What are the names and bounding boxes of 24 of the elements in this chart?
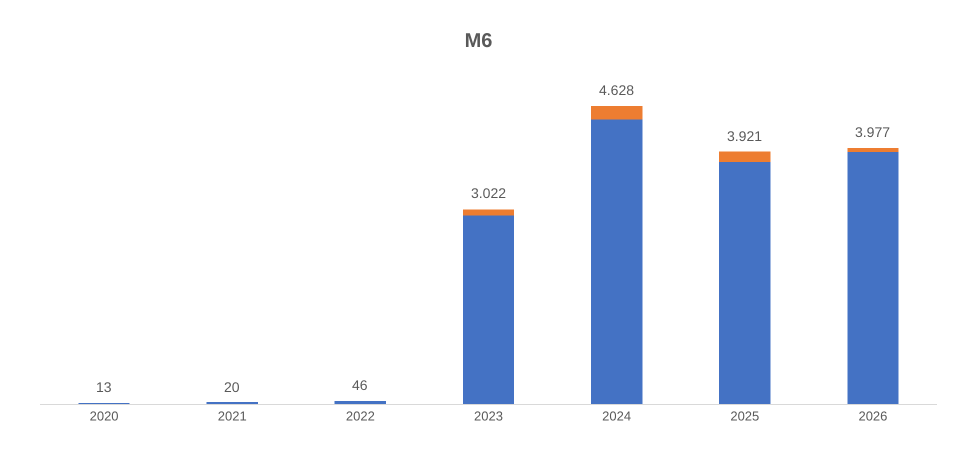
annotation: 3.921 [727,128,762,144]
x-tick-label: 2024 [602,408,632,424]
bar [719,152,770,162]
x-tick-label: 2020 [90,408,119,424]
annotation: 4.628 [599,82,634,98]
x-tick-label: 2025 [730,408,760,424]
bar [847,148,899,152]
x-tick-label: 2021 [218,408,247,424]
bar [462,216,514,404]
chart-title: M6 [464,30,492,52]
bar [591,119,642,404]
annotation: 3.022 [471,185,506,201]
bar [462,209,514,216]
bar [719,162,770,404]
x-tick-label: 2026 [858,408,888,424]
annotation: 46 [352,377,368,393]
bar [591,106,642,120]
annotation: 13 [96,379,112,395]
x-tick-label: 2022 [346,408,375,424]
annotation: 3.977 [855,124,890,140]
bar [847,152,899,404]
annotation: 20 [224,379,240,395]
bar [334,401,386,404]
x-tick-label: 2023 [474,408,503,424]
